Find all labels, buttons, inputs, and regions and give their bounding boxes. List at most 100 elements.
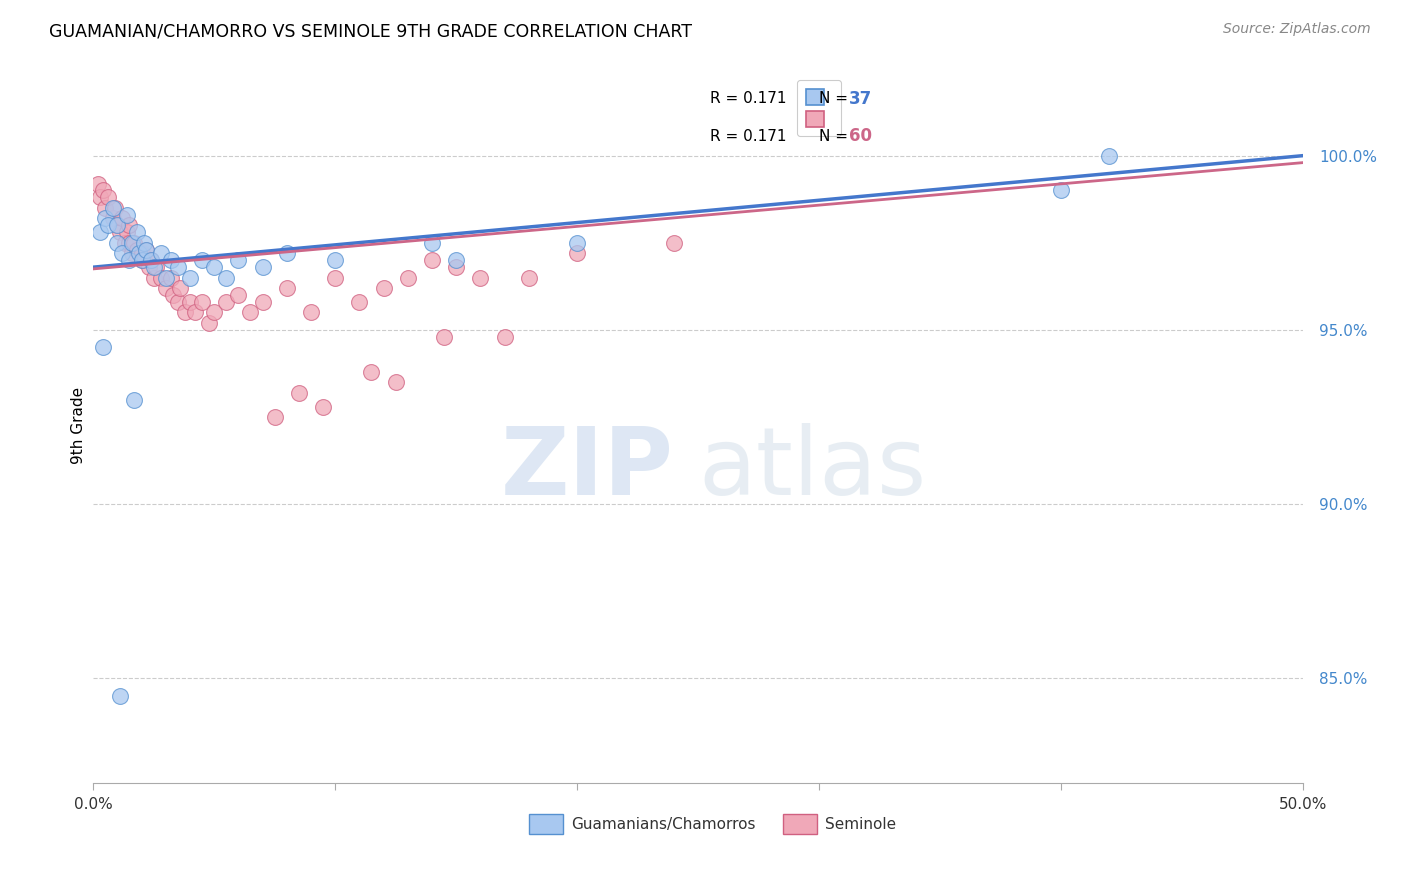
Point bbox=[228, 253, 250, 268]
Point bbox=[159, 270, 181, 285]
Text: atlas: atlas bbox=[697, 423, 927, 515]
Point bbox=[517, 270, 540, 285]
Point bbox=[323, 253, 346, 268]
Point bbox=[124, 392, 146, 407]
Bar bbox=[529, 814, 562, 834]
Point bbox=[169, 281, 191, 295]
Point bbox=[111, 246, 134, 260]
Point bbox=[128, 246, 150, 260]
Point bbox=[87, 177, 110, 191]
Point bbox=[131, 253, 153, 268]
Point bbox=[91, 340, 114, 354]
Point bbox=[121, 235, 143, 250]
Point bbox=[288, 385, 311, 400]
Point bbox=[174, 305, 197, 319]
Point bbox=[323, 270, 346, 285]
Text: GUAMANIAN/CHAMORRO VS SEMINOLE 9TH GRADE CORRELATION CHART: GUAMANIAN/CHAMORRO VS SEMINOLE 9TH GRADE… bbox=[49, 22, 692, 40]
Point bbox=[349, 295, 371, 310]
Point bbox=[125, 243, 148, 257]
Point bbox=[184, 305, 207, 319]
Point bbox=[105, 219, 128, 233]
Text: N =: N = bbox=[820, 128, 853, 144]
Point bbox=[444, 253, 467, 268]
Point bbox=[444, 260, 467, 275]
Text: 60: 60 bbox=[849, 128, 872, 145]
Point bbox=[89, 190, 111, 204]
Point bbox=[215, 270, 238, 285]
Point bbox=[105, 235, 128, 250]
Point bbox=[141, 253, 163, 268]
Point bbox=[1098, 148, 1121, 162]
Point bbox=[565, 235, 588, 250]
Point bbox=[179, 270, 201, 285]
Point bbox=[276, 281, 298, 295]
Point bbox=[97, 219, 120, 233]
Point bbox=[276, 246, 298, 260]
Point bbox=[396, 270, 419, 285]
Point bbox=[494, 330, 516, 344]
Bar bbox=[783, 814, 817, 834]
Point bbox=[191, 295, 214, 310]
Point bbox=[155, 270, 177, 285]
Point bbox=[125, 225, 148, 239]
Point bbox=[202, 260, 225, 275]
Legend: , : , bbox=[797, 79, 841, 136]
Point bbox=[179, 295, 201, 310]
Point bbox=[138, 260, 160, 275]
Point bbox=[470, 270, 492, 285]
Point bbox=[202, 305, 225, 319]
Point bbox=[155, 281, 177, 295]
Point bbox=[373, 281, 395, 295]
Point bbox=[131, 253, 153, 268]
Point bbox=[252, 295, 274, 310]
Point bbox=[91, 184, 114, 198]
Point bbox=[167, 260, 190, 275]
Text: N =: N = bbox=[820, 91, 853, 106]
Point bbox=[360, 365, 382, 379]
Text: Source: ZipAtlas.com: Source: ZipAtlas.com bbox=[1223, 22, 1371, 37]
Point bbox=[132, 253, 155, 268]
Point bbox=[384, 375, 406, 389]
Text: ZIP: ZIP bbox=[501, 423, 673, 515]
Point bbox=[162, 288, 184, 302]
Point bbox=[420, 235, 443, 250]
Point bbox=[149, 246, 172, 260]
Point bbox=[142, 270, 165, 285]
Point bbox=[135, 243, 157, 257]
Point bbox=[191, 253, 214, 268]
Point bbox=[149, 270, 172, 285]
Point bbox=[433, 330, 456, 344]
Point bbox=[263, 410, 285, 425]
Text: Seminole: Seminole bbox=[825, 817, 896, 832]
Point bbox=[118, 219, 141, 233]
Point bbox=[97, 190, 120, 204]
Point bbox=[121, 246, 143, 260]
Point bbox=[239, 305, 262, 319]
Point bbox=[124, 235, 146, 250]
Point bbox=[115, 225, 138, 239]
Point bbox=[159, 253, 181, 268]
Point bbox=[142, 260, 165, 275]
Point bbox=[108, 225, 131, 239]
Point bbox=[228, 288, 250, 302]
Point bbox=[101, 201, 124, 215]
Point bbox=[565, 246, 588, 260]
Point bbox=[94, 211, 117, 226]
Text: Guamanians/Chamorros: Guamanians/Chamorros bbox=[571, 817, 755, 832]
Point bbox=[118, 253, 141, 268]
Point bbox=[141, 253, 163, 268]
Text: R = 0.171: R = 0.171 bbox=[710, 91, 787, 106]
Point bbox=[145, 260, 167, 275]
Text: R = 0.171: R = 0.171 bbox=[710, 128, 787, 144]
Point bbox=[104, 201, 127, 215]
Point bbox=[105, 219, 128, 233]
Point bbox=[132, 235, 155, 250]
Point bbox=[167, 295, 190, 310]
Text: 37: 37 bbox=[849, 89, 873, 108]
Point bbox=[94, 201, 117, 215]
Y-axis label: 9th Grade: 9th Grade bbox=[72, 387, 86, 465]
Point bbox=[1050, 184, 1073, 198]
Point bbox=[114, 235, 136, 250]
Point bbox=[662, 235, 685, 250]
Point bbox=[299, 305, 322, 319]
